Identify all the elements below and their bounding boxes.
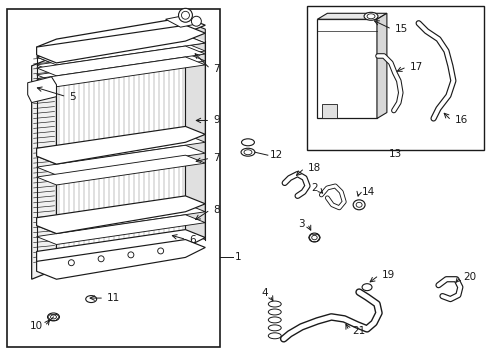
Text: 17: 17 (409, 62, 422, 72)
Text: 2: 2 (310, 183, 317, 193)
Text: 15: 15 (394, 24, 407, 34)
Ellipse shape (241, 139, 254, 146)
Polygon shape (306, 6, 483, 150)
Text: 6: 6 (189, 234, 196, 244)
Circle shape (178, 8, 192, 22)
Text: 21: 21 (351, 326, 365, 336)
Ellipse shape (244, 150, 251, 155)
Ellipse shape (85, 296, 97, 302)
Text: 8: 8 (213, 205, 220, 215)
Ellipse shape (366, 14, 374, 19)
Text: 7: 7 (213, 64, 220, 74)
Circle shape (98, 256, 104, 262)
Polygon shape (376, 13, 386, 118)
Ellipse shape (311, 235, 317, 240)
Text: 13: 13 (388, 149, 401, 159)
Polygon shape (322, 104, 337, 118)
Polygon shape (37, 126, 205, 164)
Text: 5: 5 (69, 92, 76, 102)
Polygon shape (37, 53, 205, 83)
Ellipse shape (355, 202, 361, 207)
Polygon shape (32, 56, 56, 279)
Circle shape (181, 11, 189, 19)
Polygon shape (37, 145, 205, 175)
Ellipse shape (352, 200, 365, 210)
Polygon shape (37, 35, 205, 65)
Text: 3: 3 (297, 219, 304, 229)
Polygon shape (56, 33, 205, 63)
Polygon shape (37, 134, 205, 164)
Circle shape (157, 248, 163, 254)
Polygon shape (165, 15, 200, 27)
Circle shape (128, 252, 134, 258)
Text: 14: 14 (361, 187, 375, 197)
Circle shape (191, 16, 201, 26)
Polygon shape (317, 13, 386, 19)
Ellipse shape (47, 313, 60, 321)
Polygon shape (37, 230, 205, 269)
Text: 18: 18 (307, 163, 320, 173)
Polygon shape (28, 77, 56, 103)
Polygon shape (37, 57, 205, 87)
Text: 16: 16 (453, 116, 467, 126)
Polygon shape (37, 196, 205, 234)
Text: 10: 10 (30, 321, 43, 331)
Polygon shape (37, 25, 205, 63)
Polygon shape (317, 19, 376, 118)
Text: 11: 11 (107, 293, 120, 303)
Text: 20: 20 (462, 272, 475, 282)
Polygon shape (37, 204, 205, 234)
Text: 9: 9 (213, 116, 220, 126)
Ellipse shape (308, 233, 319, 242)
Polygon shape (37, 43, 205, 73)
Text: 12: 12 (269, 150, 283, 160)
Text: 19: 19 (381, 270, 394, 280)
Polygon shape (37, 155, 205, 185)
Polygon shape (37, 17, 205, 55)
Text: 7: 7 (213, 153, 220, 163)
Polygon shape (185, 21, 205, 239)
Text: 1: 1 (235, 252, 241, 262)
Polygon shape (37, 35, 205, 65)
Text: 4: 4 (261, 288, 267, 298)
Polygon shape (7, 9, 220, 347)
Ellipse shape (364, 12, 377, 20)
Polygon shape (37, 239, 205, 279)
Circle shape (68, 260, 74, 266)
Ellipse shape (361, 284, 371, 291)
Ellipse shape (50, 315, 56, 319)
Polygon shape (37, 215, 205, 244)
Ellipse shape (241, 148, 254, 156)
Polygon shape (37, 46, 205, 76)
